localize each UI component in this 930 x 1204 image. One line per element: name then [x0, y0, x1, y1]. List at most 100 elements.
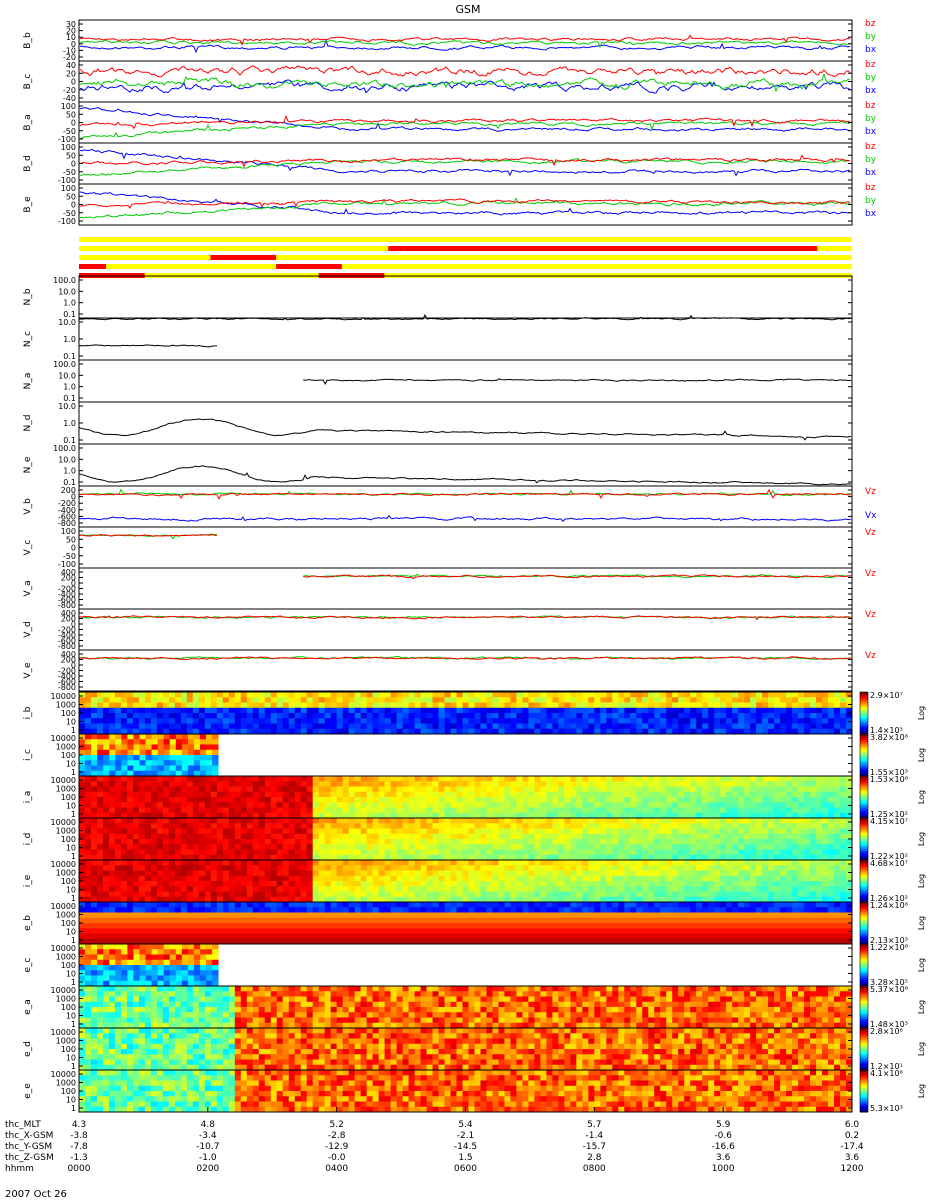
- spectrogram-cell: [445, 776, 451, 782]
- spectrogram-cell: [289, 776, 295, 782]
- spectrogram-cell: [582, 876, 588, 882]
- spectrogram-cell: [97, 745, 103, 751]
- spectrogram-cell: [349, 850, 355, 856]
- spectrogram-cell: [534, 886, 540, 892]
- spectrogram-cell: [810, 818, 816, 824]
- spectrogram-cell: [678, 829, 684, 835]
- spectrogram-cell: [127, 865, 133, 871]
- spectrogram-cell: [139, 781, 145, 787]
- spectrogram-cell: [732, 697, 738, 703]
- spectrogram-cell: [355, 871, 361, 877]
- spectrogram-cell: [433, 808, 439, 814]
- spectrogram-cell: [385, 850, 391, 856]
- spectrogram-cell: [750, 708, 756, 714]
- spectrogram-cell: [169, 860, 175, 866]
- spectrogram-cell: [121, 776, 127, 782]
- spectrogram-cell: [331, 844, 337, 850]
- spectrogram-cell: [193, 839, 199, 845]
- spectrogram-cell: [187, 860, 193, 866]
- spectrogram-cell: [492, 797, 498, 803]
- spectrogram-cell: [199, 724, 205, 730]
- spectrogram-cell: [558, 823, 564, 829]
- spectrogram-cell: [415, 776, 421, 782]
- spectrogram-cell: [385, 792, 391, 798]
- spectrogram-cell: [133, 755, 139, 761]
- spectrogram-cell: [750, 703, 756, 709]
- panel-ylabel: V_e: [23, 662, 33, 679]
- spectrogram-cell: [253, 797, 259, 803]
- spectrogram-cell: [546, 865, 552, 871]
- spectrogram-cell: [630, 876, 636, 882]
- state-bar-on: [404, 246, 818, 251]
- spectrogram-cell: [840, 886, 846, 892]
- spectrogram-cell: [121, 703, 127, 709]
- spectrogram-cell: [642, 839, 648, 845]
- spectrogram-cell: [217, 892, 223, 898]
- spectrogram-cell: [145, 928, 151, 934]
- spectrogram-cell: [200, 755, 206, 761]
- spectrogram-cell: [457, 808, 463, 814]
- spectrogram-cell: [600, 876, 606, 882]
- spectrogram-cell: [229, 781, 235, 787]
- spectrogram-cell: [678, 844, 684, 850]
- spectrogram-cell: [277, 892, 283, 898]
- spectrogram-cell: [720, 881, 726, 887]
- spectrogram-cell: [750, 876, 756, 882]
- spectrogram-cell: [313, 724, 319, 730]
- spectrogram-cell: [624, 713, 630, 719]
- spectrogram-cell: [301, 787, 307, 793]
- spectrogram-cell: [504, 881, 510, 887]
- spectrogram-cell: [307, 703, 313, 709]
- spectrogram-cell: [528, 844, 534, 850]
- spectrogram-cell: [307, 834, 313, 840]
- spectrogram-cell: [367, 892, 373, 898]
- spectrogram-cell: [415, 886, 421, 892]
- spectrogram-cell: [810, 781, 816, 787]
- spectrogram-cell: [534, 865, 540, 871]
- spectrogram-cell: [181, 792, 187, 798]
- spectrogram-cell: [253, 834, 259, 840]
- spectrogram-cell: [540, 892, 546, 898]
- spectrogram-cell: [193, 865, 199, 871]
- spectrogram-cell: [660, 844, 666, 850]
- spectrogram-cell: [828, 703, 834, 709]
- spectrogram-cell: [175, 818, 181, 824]
- spectrogram-cell: [403, 776, 409, 782]
- spectrogram-cell: [648, 850, 654, 856]
- spectrogram-cell: [768, 802, 774, 808]
- spectrogram-cell: [385, 844, 391, 850]
- spectrogram-cell: [714, 892, 720, 898]
- spectrogram-cell: [103, 703, 109, 709]
- spectrogram-cell: [552, 818, 558, 824]
- spectrogram-cell: [79, 907, 85, 913]
- spectrogram-cell: [618, 781, 624, 787]
- spectrogram-cell: [792, 703, 798, 709]
- spectrogram-cell: [498, 724, 504, 730]
- spectrogram-cell: [313, 787, 319, 793]
- spectrogram-cell: [373, 787, 379, 793]
- spectrogram-cell: [205, 703, 211, 709]
- spectrogram-cell: [612, 865, 618, 871]
- spectrogram-cell: [648, 818, 654, 824]
- spectrogram-cell: [349, 802, 355, 808]
- spectrogram-cell: [152, 760, 158, 766]
- spectrogram-cell: [672, 829, 678, 835]
- panel-frame: [79, 360, 852, 402]
- spectrogram-cell: [738, 692, 744, 698]
- spectrogram-cell: [642, 829, 648, 835]
- spectrogram-cell: [79, 713, 85, 719]
- spectrogram-cell: [79, 797, 85, 803]
- spectrogram-cell: [361, 692, 367, 698]
- spectrogram-cell: [660, 787, 666, 793]
- spectrogram-cell: [379, 808, 385, 814]
- spectrogram-cell: [295, 697, 301, 703]
- spectrogram-cell: [109, 724, 115, 730]
- spectrogram-cell: [445, 781, 451, 787]
- spectrogram-cell: [247, 876, 253, 882]
- spectrogram-cell: [654, 865, 660, 871]
- spectrogram-cell: [205, 818, 211, 824]
- spectrogram-cell: [277, 713, 283, 719]
- spectrogram-cell: [492, 703, 498, 709]
- spectrogram-cell: [846, 787, 852, 793]
